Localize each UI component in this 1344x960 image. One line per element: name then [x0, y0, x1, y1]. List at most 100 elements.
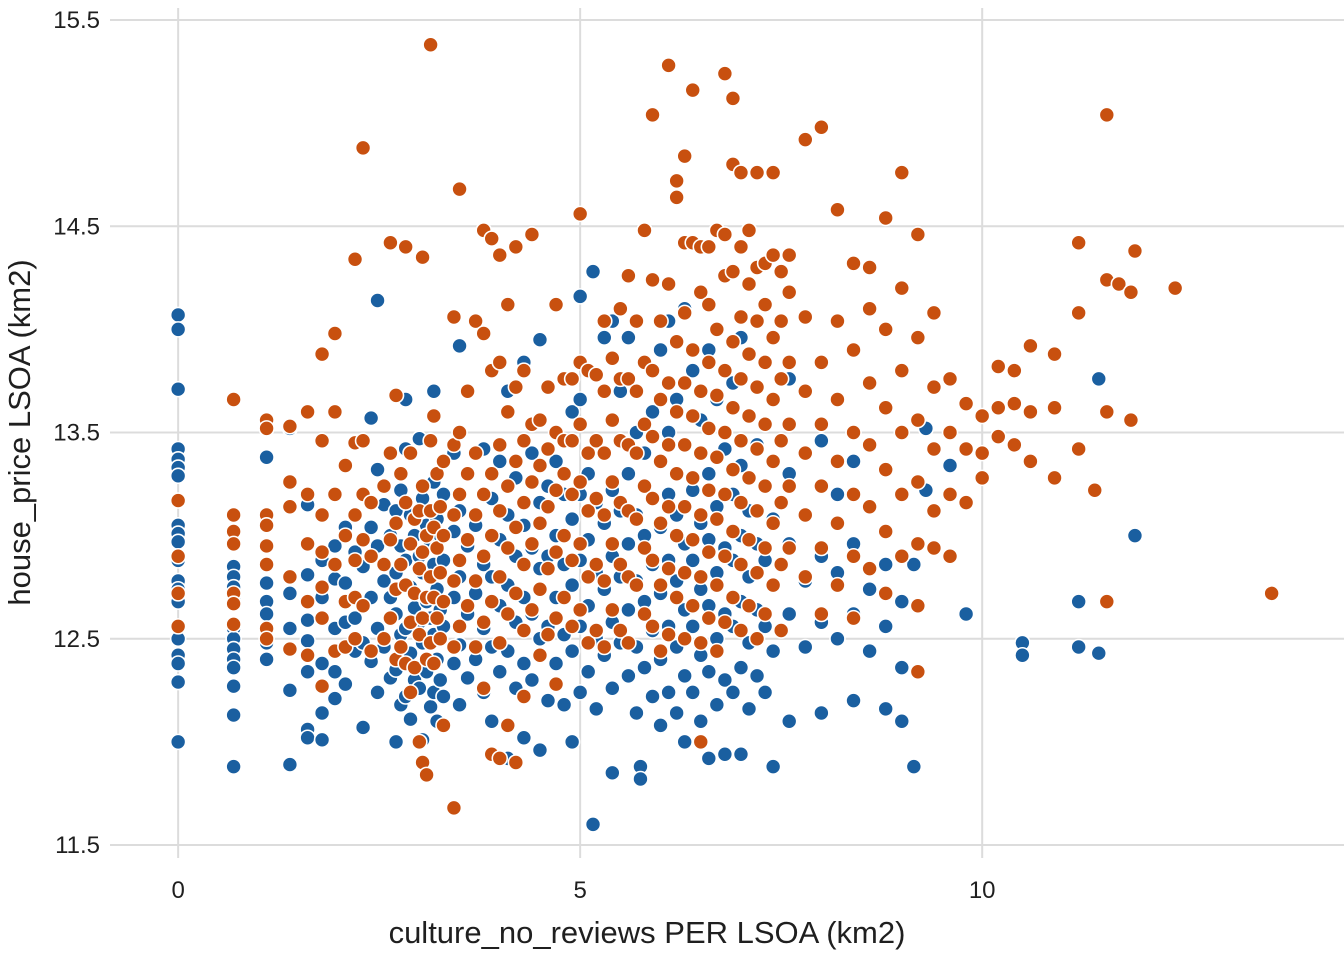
scatter-point-series-2 [422, 432, 439, 450]
scatter-point-series-2 [571, 473, 589, 491]
scatter-point-series-2 [313, 609, 331, 627]
scatter-point-series-2 [636, 222, 653, 239]
scatter-point-series-2 [877, 321, 894, 338]
scatter-point-series-1 [491, 453, 509, 470]
tick-labels: 11.5 12.5 13.5 14.5 15.5 0 5 10 [53, 7, 995, 904]
scatter-point-series-1 [169, 533, 187, 551]
scatter-point-series-2 [445, 799, 463, 817]
scatter-point-series-2 [660, 57, 677, 74]
scatter-point-series-2 [1022, 337, 1039, 355]
scatter-point-series-2 [764, 514, 782, 532]
scatter-point-series-2 [756, 605, 774, 623]
scatter-point-series-2 [604, 411, 621, 429]
scatter-point-series-1 [362, 519, 380, 536]
scatter-point-series-2 [539, 440, 557, 458]
scatter-point-series-2 [299, 403, 316, 421]
scatter-point-series-2 [483, 465, 501, 483]
scatter-point-series-2 [547, 609, 565, 627]
scatter-point-series-2 [877, 461, 894, 478]
scatter-point-series-2 [475, 486, 492, 503]
scatter-point-series-2 [973, 469, 991, 487]
scatter-point-series-2 [382, 234, 399, 252]
scatter-point-series-2 [346, 506, 364, 524]
scatter-point-series-2 [861, 436, 878, 454]
scatter-point-series-2 [716, 486, 734, 503]
scatter-point-series-1 [1126, 527, 1144, 544]
x-tick-label: 10 [969, 877, 996, 904]
scatter-point-series-2 [684, 81, 702, 99]
scatter-point-series-2 [587, 366, 605, 384]
scatter-point-series-2 [732, 494, 750, 511]
scatter-point-series-2 [483, 593, 501, 610]
scatter-point-series-2 [764, 453, 782, 470]
scatter-point-series-2 [402, 535, 419, 553]
scatter-point-series-2 [684, 531, 702, 549]
scatter-point-series-2 [1098, 403, 1116, 421]
scatter-point-series-1 [563, 510, 581, 528]
scatter-point-series-1 [700, 663, 718, 681]
scatter-point-series-2 [431, 630, 449, 648]
scatter-point-series-1 [337, 675, 354, 693]
scatter-point-series-2 [660, 560, 677, 577]
scatter-point-series-1 [584, 816, 602, 833]
scatter-point-series-2 [676, 147, 693, 165]
scatter-point-series-2 [756, 539, 774, 557]
scatter-point-series-1 [555, 696, 573, 714]
scatter-point-series-2 [748, 440, 766, 458]
scatter-point-series-2 [563, 618, 581, 635]
scatter-point-series-2 [893, 486, 911, 503]
scatter-point-series-2 [1022, 403, 1039, 421]
scatter-point-series-2 [700, 609, 718, 627]
scatter-point-series-1 [169, 306, 187, 324]
scatter-point-series-2 [668, 172, 685, 190]
scatter-point-series-1 [877, 556, 894, 573]
scatter-point-series-2 [515, 432, 533, 450]
scatter-point-series-2 [418, 766, 435, 784]
scatter-point-series-2 [563, 486, 581, 503]
scatter-point-series-2 [861, 300, 878, 318]
scatter-point-series-2 [499, 539, 517, 557]
scatter-point-series-2 [515, 494, 533, 511]
scatter-point-series-2 [1046, 399, 1063, 417]
scatter-point-series-2 [326, 403, 344, 421]
scatter-point-series-1 [491, 663, 509, 681]
scatter-point-series-1 [684, 552, 702, 569]
scatter-point-series-1 [716, 745, 734, 763]
scatter-point-series-2 [281, 640, 299, 658]
scatter-point-series-2 [451, 552, 468, 569]
scatter-point-series-2 [375, 477, 393, 495]
scatter-point-series-2 [604, 349, 621, 367]
scatter-point-series-1 [258, 448, 275, 466]
scatter-point-series-1 [893, 593, 911, 610]
scatter-point-series-2 [258, 630, 275, 648]
x-tick-label: 5 [573, 877, 586, 904]
scatter-point-series-1 [684, 362, 702, 379]
scatter-point-series-1 [587, 700, 605, 718]
scatter-point-series-2 [796, 444, 814, 462]
scatter-point-series-2 [539, 560, 557, 577]
scatter-point-series-2 [676, 630, 693, 648]
scatter-point-series-1 [483, 712, 501, 730]
scatter-point-series-2 [676, 498, 693, 516]
scatter-point-series-2 [547, 296, 565, 313]
scatter-point-series-2 [772, 263, 790, 280]
scatter-point-series-2 [772, 370, 790, 388]
scatter-point-series-2 [595, 444, 613, 462]
scatter-point-series-2 [925, 440, 943, 458]
scatter-point-series-2 [281, 418, 299, 435]
scatter-point-series-1 [169, 733, 187, 751]
scatter-point-series-2 [909, 597, 927, 615]
scatter-point-series-2 [595, 382, 613, 400]
scatter-point-series-2 [732, 556, 750, 573]
x-axis-title: culture_no_reviews PER LSOA (km2) [389, 915, 906, 950]
scatter-point-series-1 [225, 706, 242, 724]
scatter-point-series-2 [491, 568, 509, 586]
scatter-point-series-2 [748, 630, 766, 648]
scatter-point-series-2 [644, 362, 661, 379]
scatter-point-series-2 [813, 415, 830, 433]
scatter-point-series-2 [732, 308, 750, 326]
scatter-point-series-2 [1086, 481, 1104, 499]
scatter-point-series-1 [636, 659, 653, 676]
scatter-point-series-2 [406, 659, 423, 676]
scatter-point-series-2 [684, 407, 702, 425]
